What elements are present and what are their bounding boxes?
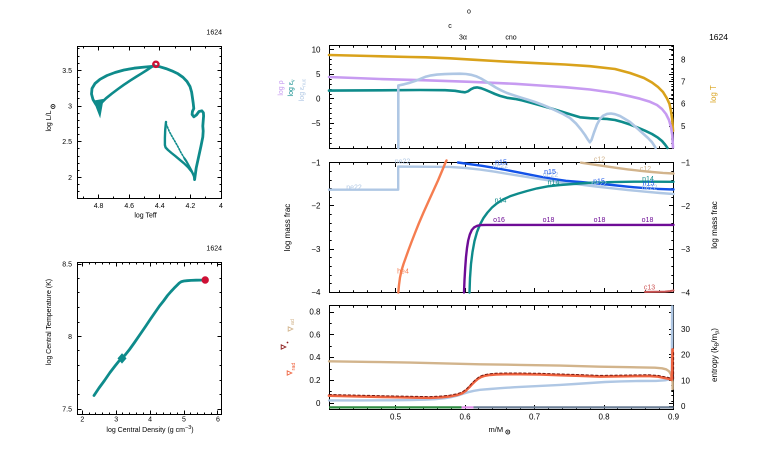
svg-text:4: 4 — [219, 203, 223, 210]
svg-text:ad: ad — [290, 319, 296, 325]
svg-text:entropy (kB/mp): entropy (kB/mp) — [710, 328, 721, 382]
svg-text:c12: c12 — [594, 157, 605, 164]
svg-text:7: 7 — [681, 78, 686, 87]
svg-text:0.6: 0.6 — [459, 413, 471, 422]
svg-text:4.6: 4.6 — [124, 203, 134, 210]
svg-text:0.8: 0.8 — [309, 308, 321, 317]
svg-text:10: 10 — [681, 376, 690, 385]
svg-text:log εν: log εν — [288, 79, 297, 96]
svg-text:5: 5 — [182, 417, 186, 424]
svg-text:6: 6 — [681, 100, 686, 109]
svg-text:0.9: 0.9 — [668, 413, 680, 422]
svg-text:−4: −4 — [311, 288, 321, 297]
svg-text:0.8: 0.8 — [598, 413, 610, 422]
svg-text:cno: cno — [505, 35, 516, 42]
svg-text:1624: 1624 — [206, 246, 222, 253]
svg-text:−2: −2 — [681, 202, 691, 211]
svg-text:ne22: ne22 — [493, 163, 509, 170]
svg-text:6: 6 — [216, 417, 220, 424]
svg-text:o: o — [467, 9, 471, 16]
svg-text:4: 4 — [148, 417, 152, 424]
svg-text:1624: 1624 — [709, 32, 728, 42]
svg-text:o16: o16 — [493, 217, 505, 224]
svg-text:8: 8 — [68, 334, 72, 341]
svg-text:−3: −3 — [681, 245, 691, 254]
svg-text:3α: 3α — [459, 35, 467, 42]
svg-text:c13: c13 — [644, 285, 655, 292]
svg-text:c12: c12 — [640, 166, 651, 173]
svg-text:5: 5 — [316, 70, 321, 79]
svg-text:0.2: 0.2 — [309, 376, 321, 385]
svg-text:10: 10 — [312, 46, 321, 55]
svg-text:4.2: 4.2 — [186, 203, 196, 210]
svg-text:0.4: 0.4 — [309, 353, 321, 362]
svg-text:20: 20 — [681, 351, 690, 360]
svg-text:log εnuc: log εnuc — [299, 78, 308, 101]
svg-text:log mass frac: log mass frac — [710, 201, 719, 249]
svg-text:2.5: 2.5 — [62, 139, 72, 146]
svg-text:3: 3 — [68, 104, 72, 111]
svg-text:n14: n14 — [642, 176, 654, 183]
svg-text:rad: rad — [291, 363, 297, 371]
svg-text:log Teff: log Teff — [134, 213, 156, 220]
svg-text:−3: −3 — [311, 245, 321, 254]
svg-text:−1: −1 — [681, 159, 691, 168]
svg-text:0: 0 — [681, 402, 686, 411]
svg-text:o18: o18 — [642, 217, 654, 224]
svg-text:−4: −4 — [681, 288, 691, 297]
svg-text:n14: n14 — [495, 198, 507, 205]
svg-text:c: c — [448, 23, 452, 30]
svg-text:n15: n15 — [544, 169, 556, 176]
svg-text:ne22: ne22 — [591, 181, 607, 188]
svg-text:2: 2 — [68, 175, 72, 182]
svg-text:ne22: ne22 — [395, 159, 411, 166]
svg-text:log ρ: log ρ — [278, 80, 285, 95]
svg-text:30: 30 — [681, 325, 690, 334]
svg-text:n15: n15 — [495, 160, 507, 167]
svg-text:8.5: 8.5 — [62, 261, 72, 268]
svg-text:ne22: ne22 — [642, 184, 658, 191]
svg-text:o18: o18 — [594, 217, 606, 224]
svg-text:ne22: ne22 — [543, 172, 559, 179]
svg-text:7.5: 7.5 — [62, 406, 72, 413]
svg-text:ne22: ne22 — [346, 185, 362, 192]
svg-text:log Central Temperature (K): log Central Temperature (K) — [46, 279, 53, 365]
svg-text:3.5: 3.5 — [62, 68, 72, 75]
svg-text:8: 8 — [681, 56, 686, 65]
svg-text:0.6: 0.6 — [309, 330, 321, 339]
svg-text:−2: −2 — [311, 202, 321, 211]
svg-text:log Central Density (g cm−3): log Central Density (g cm−3) — [106, 425, 193, 434]
svg-text:2: 2 — [80, 417, 84, 424]
svg-text:n15: n15 — [643, 181, 655, 188]
svg-text:4.4: 4.4 — [155, 203, 165, 210]
svg-text:he4: he4 — [397, 269, 409, 276]
svg-text:m/M: m/M — [489, 425, 504, 434]
svg-text:o18: o18 — [543, 217, 555, 224]
svg-text:log L/L: log L/L — [46, 110, 53, 131]
svg-text:n15: n15 — [593, 178, 605, 185]
svg-text:3: 3 — [114, 417, 118, 424]
svg-text:log mass frac: log mass frac — [283, 204, 292, 252]
svg-text:1624: 1624 — [206, 30, 222, 37]
svg-text:−1: −1 — [311, 158, 321, 167]
svg-text:−5: −5 — [311, 119, 321, 128]
svg-text:0: 0 — [316, 95, 321, 104]
svg-text:4.8: 4.8 — [94, 203, 104, 210]
svg-text:log T: log T — [709, 85, 718, 103]
svg-text:n14: n14 — [548, 180, 560, 187]
svg-text:0: 0 — [316, 399, 321, 408]
svg-text:5: 5 — [681, 122, 686, 131]
svg-text:0.7: 0.7 — [529, 413, 541, 422]
svg-text:0.5: 0.5 — [390, 413, 402, 422]
